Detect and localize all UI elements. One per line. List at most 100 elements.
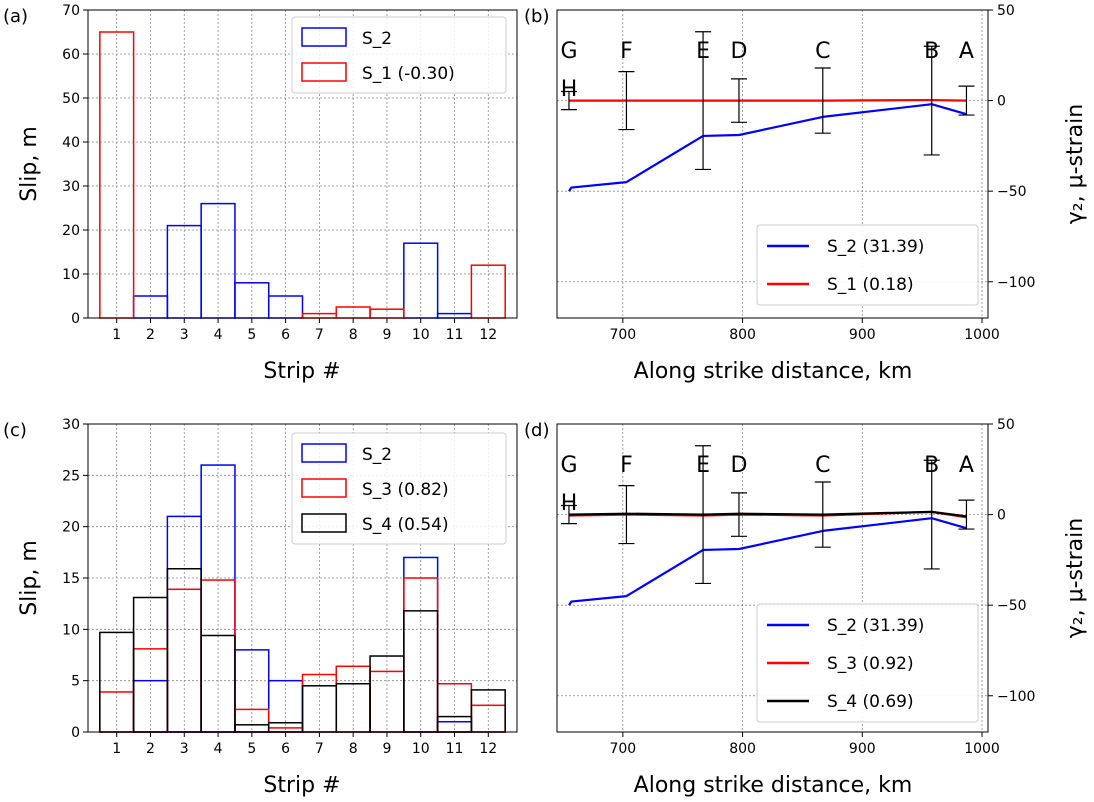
x-tick-label: 12 bbox=[479, 327, 497, 343]
x-tick-label: 8 bbox=[349, 327, 358, 343]
x-tick-label: 8 bbox=[349, 741, 358, 757]
panel-c-legend: S_2 S_3 (0.82) S_4 (0.54) bbox=[291, 432, 507, 545]
panel-c-xlabel: Strip # bbox=[263, 773, 340, 798]
x-tick-label: 9 bbox=[382, 741, 391, 757]
site-label-G: G bbox=[560, 39, 577, 64]
site-label-C: C bbox=[815, 453, 830, 478]
bar bbox=[301, 673, 338, 733]
legend-label: S_4 (0.54) bbox=[362, 515, 449, 535]
legend-label: S_2 bbox=[362, 29, 392, 49]
legend-box bbox=[756, 603, 979, 723]
panel-b-ylabel: γ₂, μ-strain bbox=[1063, 104, 1088, 224]
bar bbox=[234, 649, 270, 733]
x-tick-label: 900 bbox=[849, 741, 876, 757]
y-tick-label: −100 bbox=[997, 275, 1035, 291]
y-tick-label: 20 bbox=[62, 520, 80, 536]
x-tick-label: 5 bbox=[247, 741, 256, 757]
x-tick-label: 800 bbox=[729, 327, 756, 343]
panel-d: (d) γ₂, μ-strain Along strike distance, … bbox=[524, 417, 1088, 798]
y-tick-label: −50 bbox=[997, 598, 1027, 614]
series-line-S_2 bbox=[568, 103, 967, 192]
site-label-D: D bbox=[731, 39, 748, 64]
y-tick-label: 60 bbox=[62, 47, 80, 63]
errorbars bbox=[560, 445, 975, 585]
x-tick-label: 4 bbox=[214, 327, 223, 343]
legend-label: S_2 (31.39) bbox=[827, 616, 924, 636]
panel-d-ylabel: γ₂, μ-strain bbox=[1063, 518, 1088, 638]
x-tick-label: 6 bbox=[281, 327, 290, 343]
y-tick-label: 0 bbox=[71, 311, 80, 327]
x-tick-label: 3 bbox=[180, 327, 189, 343]
panel-c-frame bbox=[87, 423, 518, 733]
panel-a-label: (a) bbox=[3, 6, 28, 27]
site-label-G: G bbox=[560, 453, 577, 478]
legend-label: S_2 bbox=[362, 445, 392, 465]
panel-d-label: (d) bbox=[524, 420, 549, 441]
x-tick-label: 11 bbox=[446, 741, 464, 757]
x-tick-label: 1000 bbox=[964, 741, 1000, 757]
x-tick-label: 700 bbox=[609, 327, 636, 343]
y-tick-label: 50 bbox=[997, 417, 1015, 433]
panel-c-ylabel: Slip, m bbox=[17, 540, 42, 616]
panel-b: (b) γ₂, μ-strain Along strike distance, … bbox=[524, 3, 1088, 384]
site-label-F: F bbox=[620, 453, 633, 478]
x-tick-label: 6 bbox=[281, 741, 290, 757]
y-tick-label: 30 bbox=[62, 179, 80, 195]
series-line-S_2 bbox=[568, 517, 967, 606]
bar bbox=[436, 720, 473, 733]
legend-label: S_1 (-0.30) bbox=[362, 64, 455, 84]
y-tick-label: 40 bbox=[62, 135, 80, 151]
legend-label: S_3 (0.92) bbox=[827, 654, 914, 674]
y-tick-label: 50 bbox=[62, 91, 80, 107]
site-label-C: C bbox=[815, 39, 830, 64]
legend-swatch bbox=[301, 513, 347, 533]
y-tick-label: 0 bbox=[71, 725, 80, 741]
bar bbox=[234, 282, 270, 319]
series-S_2 bbox=[132, 202, 473, 319]
site-label-F: F bbox=[620, 39, 633, 64]
legend-label: S_1 (0.18) bbox=[827, 275, 914, 295]
panel-d-legend: S_2 (31.39) S_3 (0.92) S_4 (0.69) bbox=[756, 603, 979, 723]
x-tick-label: 10 bbox=[412, 741, 430, 757]
x-tick-label: 700 bbox=[609, 741, 636, 757]
panel-b-frame bbox=[556, 9, 989, 319]
panel-a-ylabel: Slip, m bbox=[17, 126, 42, 202]
x-tick-label: 800 bbox=[729, 741, 756, 757]
legend-swatch bbox=[301, 478, 347, 498]
panel-d-frame bbox=[556, 423, 989, 733]
x-tick-label: 2 bbox=[146, 741, 155, 757]
panel-a-legend: S_2 S_1 (-0.30) bbox=[291, 16, 507, 94]
y-tick-label: 25 bbox=[62, 468, 80, 484]
panel-a-frame bbox=[87, 9, 518, 319]
x-tick-label: 4 bbox=[214, 741, 223, 757]
x-tick-label: 5 bbox=[247, 327, 256, 343]
y-tick-label: 0 bbox=[997, 508, 1006, 524]
x-tick-label: 9 bbox=[382, 327, 391, 343]
panel-a: (a) Slip, m Strip # 0 10 20 30 40 50 60 70 1 2 3 4 5… bbox=[3, 3, 518, 384]
panel-d-xlabel: Along strike distance, km bbox=[634, 773, 913, 798]
x-tick-label: 12 bbox=[479, 741, 497, 757]
y-tick-label: 15 bbox=[62, 571, 80, 587]
x-tick-label: 3 bbox=[180, 741, 189, 757]
x-tick-label: 7 bbox=[315, 327, 324, 343]
y-tick-label: 5 bbox=[71, 674, 80, 690]
y-tick-label: 70 bbox=[62, 3, 80, 19]
x-tick-label: 10 bbox=[412, 327, 430, 343]
legend-label: S_4 (0.69) bbox=[827, 692, 914, 712]
series-S_4 bbox=[99, 568, 506, 733]
y-tick-label: 20 bbox=[62, 223, 80, 239]
legend-label: S_2 (31.39) bbox=[827, 237, 924, 257]
y-tick-label: 0 bbox=[997, 94, 1006, 110]
y-tick-label: 50 bbox=[997, 3, 1015, 19]
legend-swatch bbox=[301, 27, 347, 47]
x-tick-label: 900 bbox=[849, 327, 876, 343]
site-label-H: H bbox=[561, 77, 578, 102]
bar bbox=[200, 202, 236, 319]
x-tick-label: 1000 bbox=[964, 327, 1000, 343]
panel-a-xlabel: Strip # bbox=[263, 359, 340, 384]
legend-box bbox=[756, 224, 979, 306]
legend-label: S_3 (0.82) bbox=[362, 480, 449, 500]
series-line-S_1 bbox=[568, 98, 967, 102]
